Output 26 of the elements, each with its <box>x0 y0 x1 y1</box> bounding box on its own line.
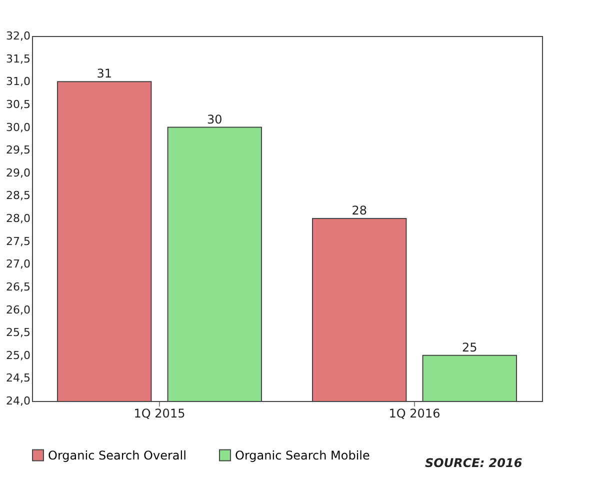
y-tick-label: 29,5 <box>6 144 30 157</box>
legend-label: Organic Search Mobile <box>235 448 370 462</box>
y-tick-label: 29,0 <box>6 166 30 180</box>
y-tick-label: 30,5 <box>6 98 30 111</box>
y-tick-label: 25,5 <box>6 326 30 340</box>
source-note: SOURCE: 2016 <box>425 456 522 470</box>
y-tick-label: 31,5 <box>6 52 30 66</box>
x-tick-label: 1Q 2016 <box>388 406 440 420</box>
y-tick-label: 30,0 <box>6 120 30 134</box>
y-tick-label: 27,0 <box>6 258 30 271</box>
legend-label: Organic Search Overall <box>48 448 186 462</box>
y-tick-label: 31,0 <box>6 75 30 88</box>
y-tick-label: 26,0 <box>6 303 30 316</box>
y-tick-label: 24,0 <box>6 394 30 408</box>
data-label: 25 <box>462 340 478 354</box>
y-tick-label: 25,0 <box>6 348 30 362</box>
y-tick-label: 26,5 <box>6 280 30 294</box>
data-label: 30 <box>206 112 222 126</box>
data-label: 28 <box>352 204 368 218</box>
y-tick-label: 28,5 <box>6 189 30 202</box>
y-tick-label: 28,0 <box>6 212 30 225</box>
y-tick-label: 27,5 <box>6 234 30 248</box>
y-tick-label: 24,5 <box>6 372 30 385</box>
y-tick-label: 32,0 <box>6 30 30 42</box>
data-label: 31 <box>96 66 112 81</box>
x-tick-label: 1Q 2015 <box>134 406 186 420</box>
